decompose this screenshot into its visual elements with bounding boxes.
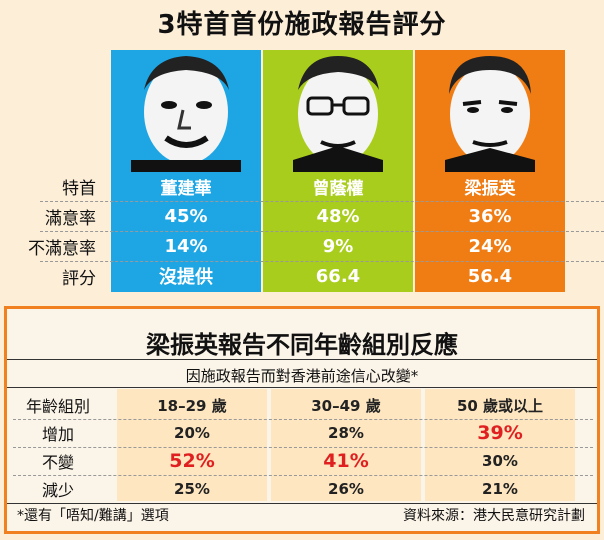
chief-name-leung: 梁振英 <box>464 178 516 199</box>
row-label-increase: 增加 <box>41 425 74 444</box>
tung-portrait-icon <box>111 50 261 172</box>
age-group-header: 年齡組別 <box>25 397 90 416</box>
row-label-chief: 特首 <box>62 178 96 199</box>
panel-divider <box>7 359 597 360</box>
age-category: 18–29 歲 <box>157 396 227 415</box>
unchanged-50-plus: 30% <box>482 452 518 470</box>
chief-name-tsang: 曾蔭權 <box>312 178 364 199</box>
leung-score: 56.4 <box>467 265 513 287</box>
row-label-score: 評分 <box>62 268 96 289</box>
tsang-dissatisfaction: 9% <box>322 235 354 257</box>
unchanged-18-29: 52% <box>169 450 215 472</box>
tsang-satisfaction: 48% <box>316 205 360 227</box>
column-tsang <box>263 172 413 292</box>
age-group-panel: 梁振英報告不同年齡組別反應 因施政報告而對香港前途信心改變* 年齡組別 18–2… <box>4 306 600 534</box>
age-category: 50 歲或以上 <box>456 396 544 415</box>
chief-name-tung: 董建華 <box>160 178 212 199</box>
tung-satisfaction: 45% <box>164 205 208 227</box>
panel-subtitle: 因施政報告而對香港前途信心改變* <box>185 367 419 385</box>
tsang-portrait-icon <box>263 50 413 172</box>
footnote: *還有「唔知/難講」選項 <box>17 508 169 524</box>
row-label-decrease: 減少 <box>41 481 74 500</box>
panel-divider <box>7 387 597 388</box>
leung-dissatisfaction: 24% <box>468 235 512 257</box>
age-column-30-49 <box>271 389 421 501</box>
decrease-18-29: 25% <box>174 480 210 498</box>
age-column-18-29 <box>117 389 267 501</box>
row-label-unchanged: 不變 <box>41 453 74 472</box>
decrease-30-49: 26% <box>328 480 364 498</box>
age-column-50-plus <box>425 389 575 501</box>
row-label-dissatisfaction: 不滿意率 <box>28 238 96 259</box>
increase-30-49: 28% <box>328 424 364 442</box>
row-divider <box>40 261 604 262</box>
decrease-50-plus: 21% <box>482 480 518 498</box>
page-title: 3特首首份施政報告評分 <box>157 9 447 40</box>
row-label-satisfaction: 滿意率 <box>45 208 96 229</box>
age-category: 30–49 歲 <box>311 396 381 415</box>
source-credit: 資料來源：港大民意研究計劃 <box>403 508 585 524</box>
panel-title: 梁振英報告不同年齡組別反應 <box>146 331 458 359</box>
increase-18-29: 20% <box>174 424 210 442</box>
row-divider <box>40 231 604 232</box>
leung-portrait-icon <box>415 50 565 172</box>
tung-score: 沒提供 <box>159 267 213 288</box>
row-divider <box>13 447 593 448</box>
row-divider <box>13 419 593 420</box>
leung-satisfaction: 36% <box>468 205 512 227</box>
panel-divider <box>7 503 597 504</box>
tung-dissatisfaction: 14% <box>164 235 208 257</box>
column-leung <box>415 172 565 292</box>
column-tung <box>111 172 261 292</box>
row-divider <box>40 201 604 202</box>
tsang-score: 66.4 <box>315 265 361 287</box>
row-divider <box>13 475 593 476</box>
unchanged-30-49: 41% <box>323 450 369 472</box>
increase-50-plus: 39% <box>477 422 523 444</box>
